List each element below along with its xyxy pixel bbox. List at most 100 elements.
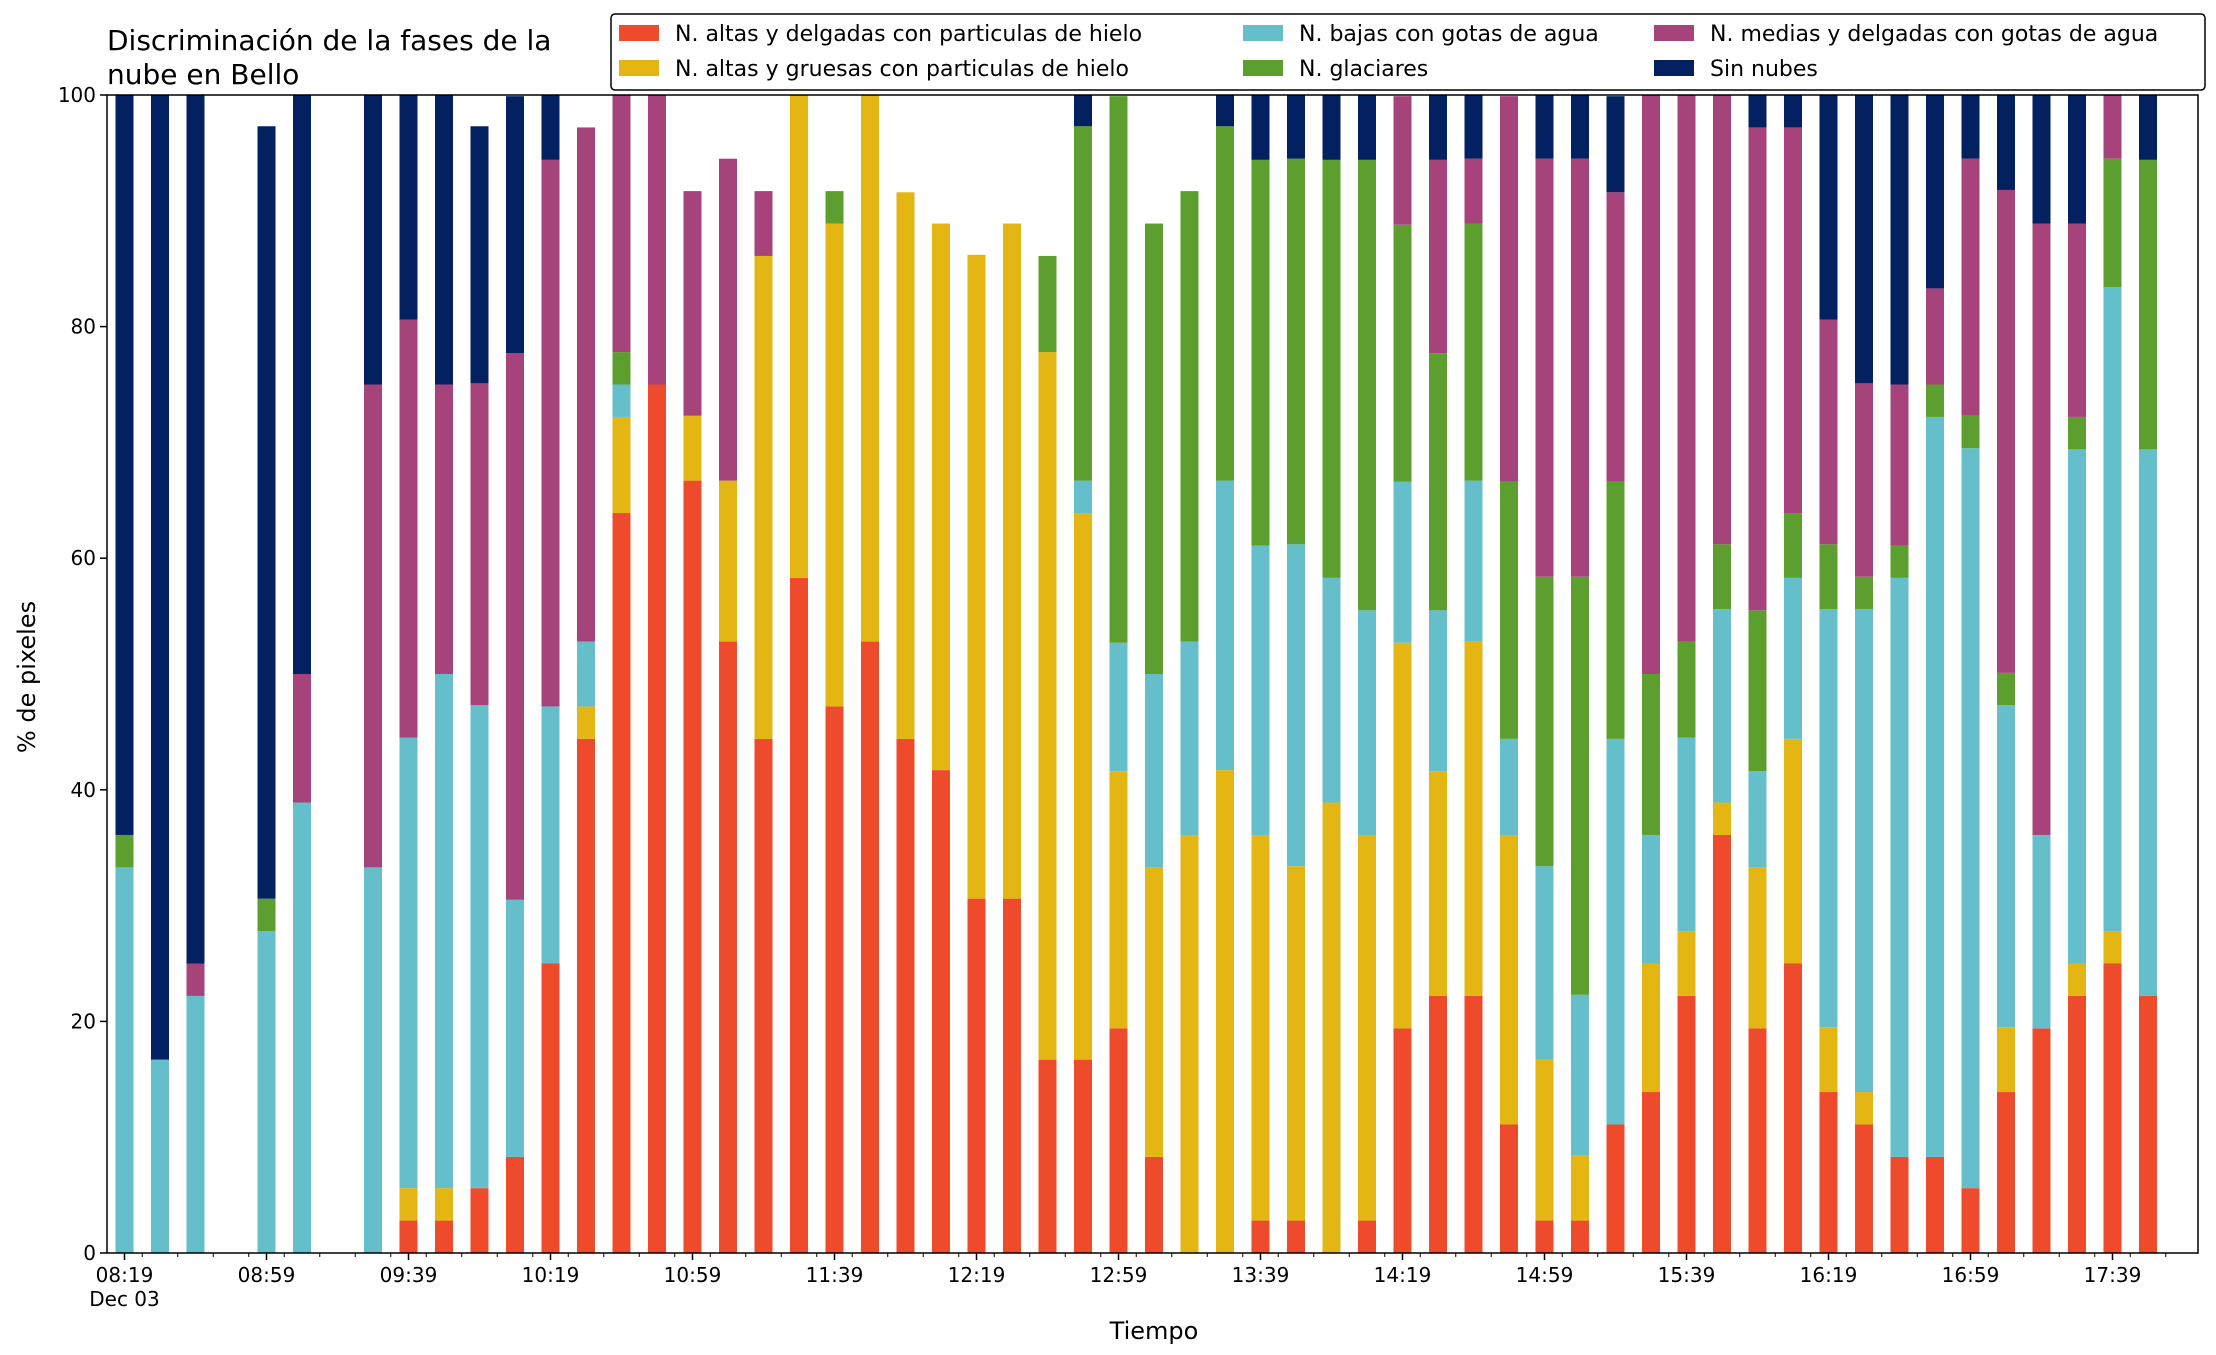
bar-segment-s1-b13: [577, 706, 595, 739]
bar-segment-s0-b52: [1961, 1188, 1980, 1253]
bar-segment-s5-b51: [1926, 95, 1944, 289]
bar-segment-s2-b43: [1642, 834, 1660, 964]
bar-segment-s2-b29: [1145, 674, 1163, 868]
bar-segment-s2-b10: [470, 705, 489, 1189]
bar-segment-s0-b48: [1819, 1092, 1838, 1253]
bar-segment-s1-b16: [683, 415, 702, 481]
bar-segment-s3-b57: [2139, 159, 2157, 450]
bar-segment-s3-b44: [1677, 641, 1696, 738]
bar-segment-s0-b32: [1251, 1220, 1270, 1253]
bar-segment-s3-b56: [2103, 158, 2122, 288]
bar-segment-s3-b47: [1784, 513, 1802, 578]
bar-segment-s1-b22: [896, 192, 915, 739]
bar-segment-s1-b25: [1003, 223, 1021, 899]
bar-segment-s0-b54: [2032, 1028, 2051, 1253]
bar-segment-s2-b8: [399, 737, 418, 1189]
bar-segment-s5-b46: [1748, 95, 1767, 128]
bar-segment-s1-b33: [1287, 866, 1305, 1221]
x-tick-label: 14:19: [1374, 1263, 1432, 1287]
bar-segment-s4-b17: [719, 158, 737, 481]
bar-segment-s1-b45: [1713, 802, 1731, 835]
bar-segment-s1-b27: [1074, 513, 1092, 1060]
bar-segment-s3-b32: [1251, 159, 1270, 546]
bar-segment-s5-b49: [1855, 95, 1873, 384]
x-tick-label: 11:39: [806, 1263, 864, 1287]
bar-segment-s4-b2: [186, 963, 205, 996]
bar-segment-s0-b37: [1429, 995, 1447, 1253]
bar-segment-s0-b56: [2103, 963, 2122, 1253]
bar-segment-s3-b20: [825, 191, 844, 224]
legend-swatch: [1243, 60, 1283, 76]
legend-swatch: [619, 60, 659, 76]
bar-segment-s4-b52: [1961, 158, 1980, 416]
bar-segment-s2-b0: [115, 867, 134, 1253]
bar-segment-s0-b20: [825, 706, 844, 1253]
bar-segment-s0-b15: [648, 384, 666, 1253]
bar-segment-s5-b10: [470, 126, 489, 384]
x-tick-label: 09:39: [380, 1263, 438, 1287]
bar-segment-s0-b43: [1642, 1092, 1660, 1253]
bar-segment-s3-b14: [612, 352, 631, 385]
bar-segment-s4-b14: [612, 95, 631, 353]
x-tick-sublabel: Dec 03: [89, 1287, 160, 1311]
x-axis-label: Tiempo: [1109, 1317, 1199, 1345]
bar-segment-s5-b8: [399, 95, 418, 320]
bar-segment-s1-b35: [1358, 834, 1376, 1221]
bar-segment-s4-b45: [1713, 95, 1731, 545]
bar-segment-s0-b46: [1748, 1028, 1767, 1253]
bar-segment-s0-b11: [506, 1156, 524, 1253]
y-tick-label: 80: [71, 315, 96, 339]
bar-segment-s0-b41: [1571, 1220, 1589, 1253]
y-tick-label: 20: [71, 1009, 96, 1033]
bar-segment-s2-b1: [151, 1059, 169, 1253]
bar-segment-s5-b31: [1216, 95, 1234, 127]
legend-label: N. bajas con gotas de agua: [1299, 22, 1599, 47]
y-tick-label: 0: [83, 1241, 96, 1265]
bar-segment-s2-b12: [541, 706, 560, 964]
legend-label: N. altas y delgadas con particulas de hi…: [675, 22, 1142, 47]
bar-segment-s4-b43: [1642, 95, 1660, 674]
bar-segment-s4-b15: [648, 95, 666, 385]
x-tick-label: 14:59: [1516, 1263, 1574, 1287]
bar-segment-s5-b7: [364, 95, 382, 385]
bar-segment-s0-b40: [1535, 1220, 1554, 1253]
y-axis-label: % de pixeles: [13, 601, 41, 753]
bar-segment-s3-b27: [1074, 126, 1092, 481]
bar-segment-s1-b20: [825, 223, 844, 707]
bar-segment-s2-b41: [1571, 994, 1589, 1156]
bar-segment-s2-b27: [1074, 480, 1092, 514]
bar-segment-s0-b51: [1926, 1156, 1944, 1253]
bar-segment-s0-b26: [1038, 1059, 1057, 1253]
bar-segment-s2-b51: [1926, 416, 1944, 1157]
bar-segment-s0-b27: [1074, 1059, 1092, 1253]
bar-segment-s1-b32: [1251, 834, 1270, 1221]
bar-segment-s2-b45: [1713, 609, 1731, 803]
bar-segment-s2-b37: [1429, 610, 1447, 772]
bar-segment-s1-b28: [1109, 771, 1128, 1029]
bar-segment-s5-b54: [2032, 95, 2051, 224]
bar-segment-s0-b23: [932, 770, 950, 1253]
bar-segment-s5-b40: [1535, 95, 1554, 159]
bar-segment-s5-b47: [1784, 95, 1802, 128]
legend: N. altas y delgadas con particulas de hi…: [610, 13, 2206, 91]
y-axis: 0 20 40 60 80 100: [58, 83, 107, 1265]
bar-segment-s4-b12: [541, 159, 560, 707]
bar-segment-s4-b51: [1926, 288, 1944, 385]
bar-segment-s1-b44: [1677, 931, 1696, 996]
bar-segment-s5-b34: [1322, 95, 1341, 160]
bar-segment-s4-b11: [506, 353, 524, 900]
bar-segment-s1-b34: [1322, 802, 1341, 1253]
bar-segment-s0-b47: [1784, 963, 1802, 1253]
bar-segment-s1-b30: [1180, 834, 1199, 1253]
bar-segment-s3-b37: [1429, 353, 1447, 611]
bar-segment-s2-b32: [1251, 545, 1270, 835]
bar-segment-s0-b12: [541, 963, 560, 1253]
bar-segment-s2-b4: [257, 931, 276, 1253]
x-tick-label: 16:19: [1800, 1263, 1858, 1287]
bar-segment-s0-b45: [1713, 834, 1731, 1253]
bar-segment-s1-b41: [1571, 1155, 1589, 1221]
bar-segment-s2-b35: [1358, 610, 1376, 835]
bar-segment-s0-b57: [2139, 995, 2157, 1253]
bar-segment-s1-b17: [719, 480, 737, 642]
